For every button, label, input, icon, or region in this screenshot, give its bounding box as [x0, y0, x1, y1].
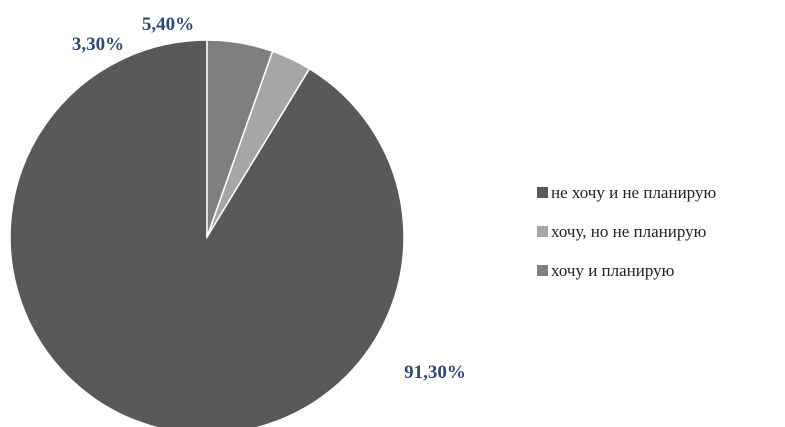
pie-slice-want-and-plan [206, 39, 274, 238]
pie-slices [9, 39, 405, 427]
data-labels: 91,30% 3,30% 5,40% [72, 14, 466, 383]
legend-swatch-no-want-no-plan [537, 187, 548, 198]
data-label-want-no-plan: 3,30% [72, 34, 124, 55]
legend-swatch-want-and-plan [537, 265, 548, 276]
legend-swatch-want-no-plan [537, 226, 548, 237]
data-label-no-want-no-plan: 91,30% [404, 362, 466, 383]
legend: не хочу и не планирую хочу, но не планиру… [537, 183, 716, 280]
data-label-want-and-plan: 5,40% [142, 14, 194, 35]
legend-label-want-no-plan: хочу, но не планирую [551, 222, 707, 241]
legend-label-want-and-plan: хочу и планирую [551, 261, 675, 280]
legend-label-no-want-no-plan: не хочу и не планирую [551, 183, 716, 202]
